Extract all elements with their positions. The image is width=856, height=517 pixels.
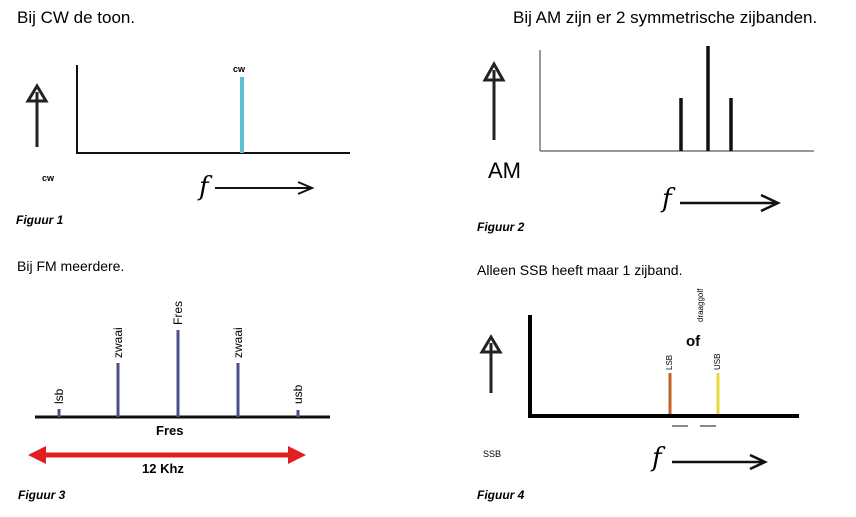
fig4-lsb-label: LSB <box>665 354 674 370</box>
fig3-span-label: 12 Khz <box>142 461 184 476</box>
fig4-caption: Figuur 4 <box>477 488 525 502</box>
fig2-f-arrow-head <box>760 193 781 213</box>
fig1-heading: Bij CW de toon. <box>17 8 136 27</box>
fig1-axis-label: cw <box>42 173 55 183</box>
fig4-axis-label: SSB <box>483 449 502 459</box>
fig1-line-label: cw <box>233 64 246 74</box>
fig2-up-arrow-head <box>482 60 506 82</box>
fig4-f-arrow-head <box>749 453 768 471</box>
fig4-or-label: of <box>686 333 701 350</box>
fig1-up-arrow-head <box>25 83 49 103</box>
fig4-heading: Alleen SSB heeft maar 1 zijband. <box>477 262 683 278</box>
fig4-carrier-label: draaggolf <box>696 288 705 322</box>
fig2-f-label: f <box>662 184 672 214</box>
fig3-span-left-head <box>28 446 46 464</box>
fig4-up-arrow-head <box>479 334 503 354</box>
fig1-caption: Figuur 1 <box>16 213 64 227</box>
fig3-span-right-head <box>288 446 306 464</box>
fig1-f-arrow-head <box>297 181 315 195</box>
fig4-f-label: f <box>652 443 662 473</box>
fig3-heading: Bij FM meerdere. <box>17 258 125 274</box>
fig2-caption: Figuur 2 <box>477 220 525 234</box>
fig3-caption: Figuur 3 <box>18 488 66 502</box>
fig2-heading: Bij AM zijn er 2 symmetrische zijbanden. <box>513 8 818 27</box>
fig2-axis-label: AM <box>488 158 521 183</box>
fig1-f-label: f <box>199 172 209 202</box>
fig3-axis-label: Fres <box>156 423 184 438</box>
fig4-usb-label: USB <box>713 353 722 370</box>
